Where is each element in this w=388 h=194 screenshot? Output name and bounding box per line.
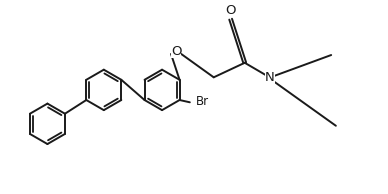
Text: O: O [225, 4, 236, 17]
Text: O: O [171, 45, 182, 58]
Text: Br: Br [196, 95, 209, 108]
Text: N: N [265, 71, 275, 84]
